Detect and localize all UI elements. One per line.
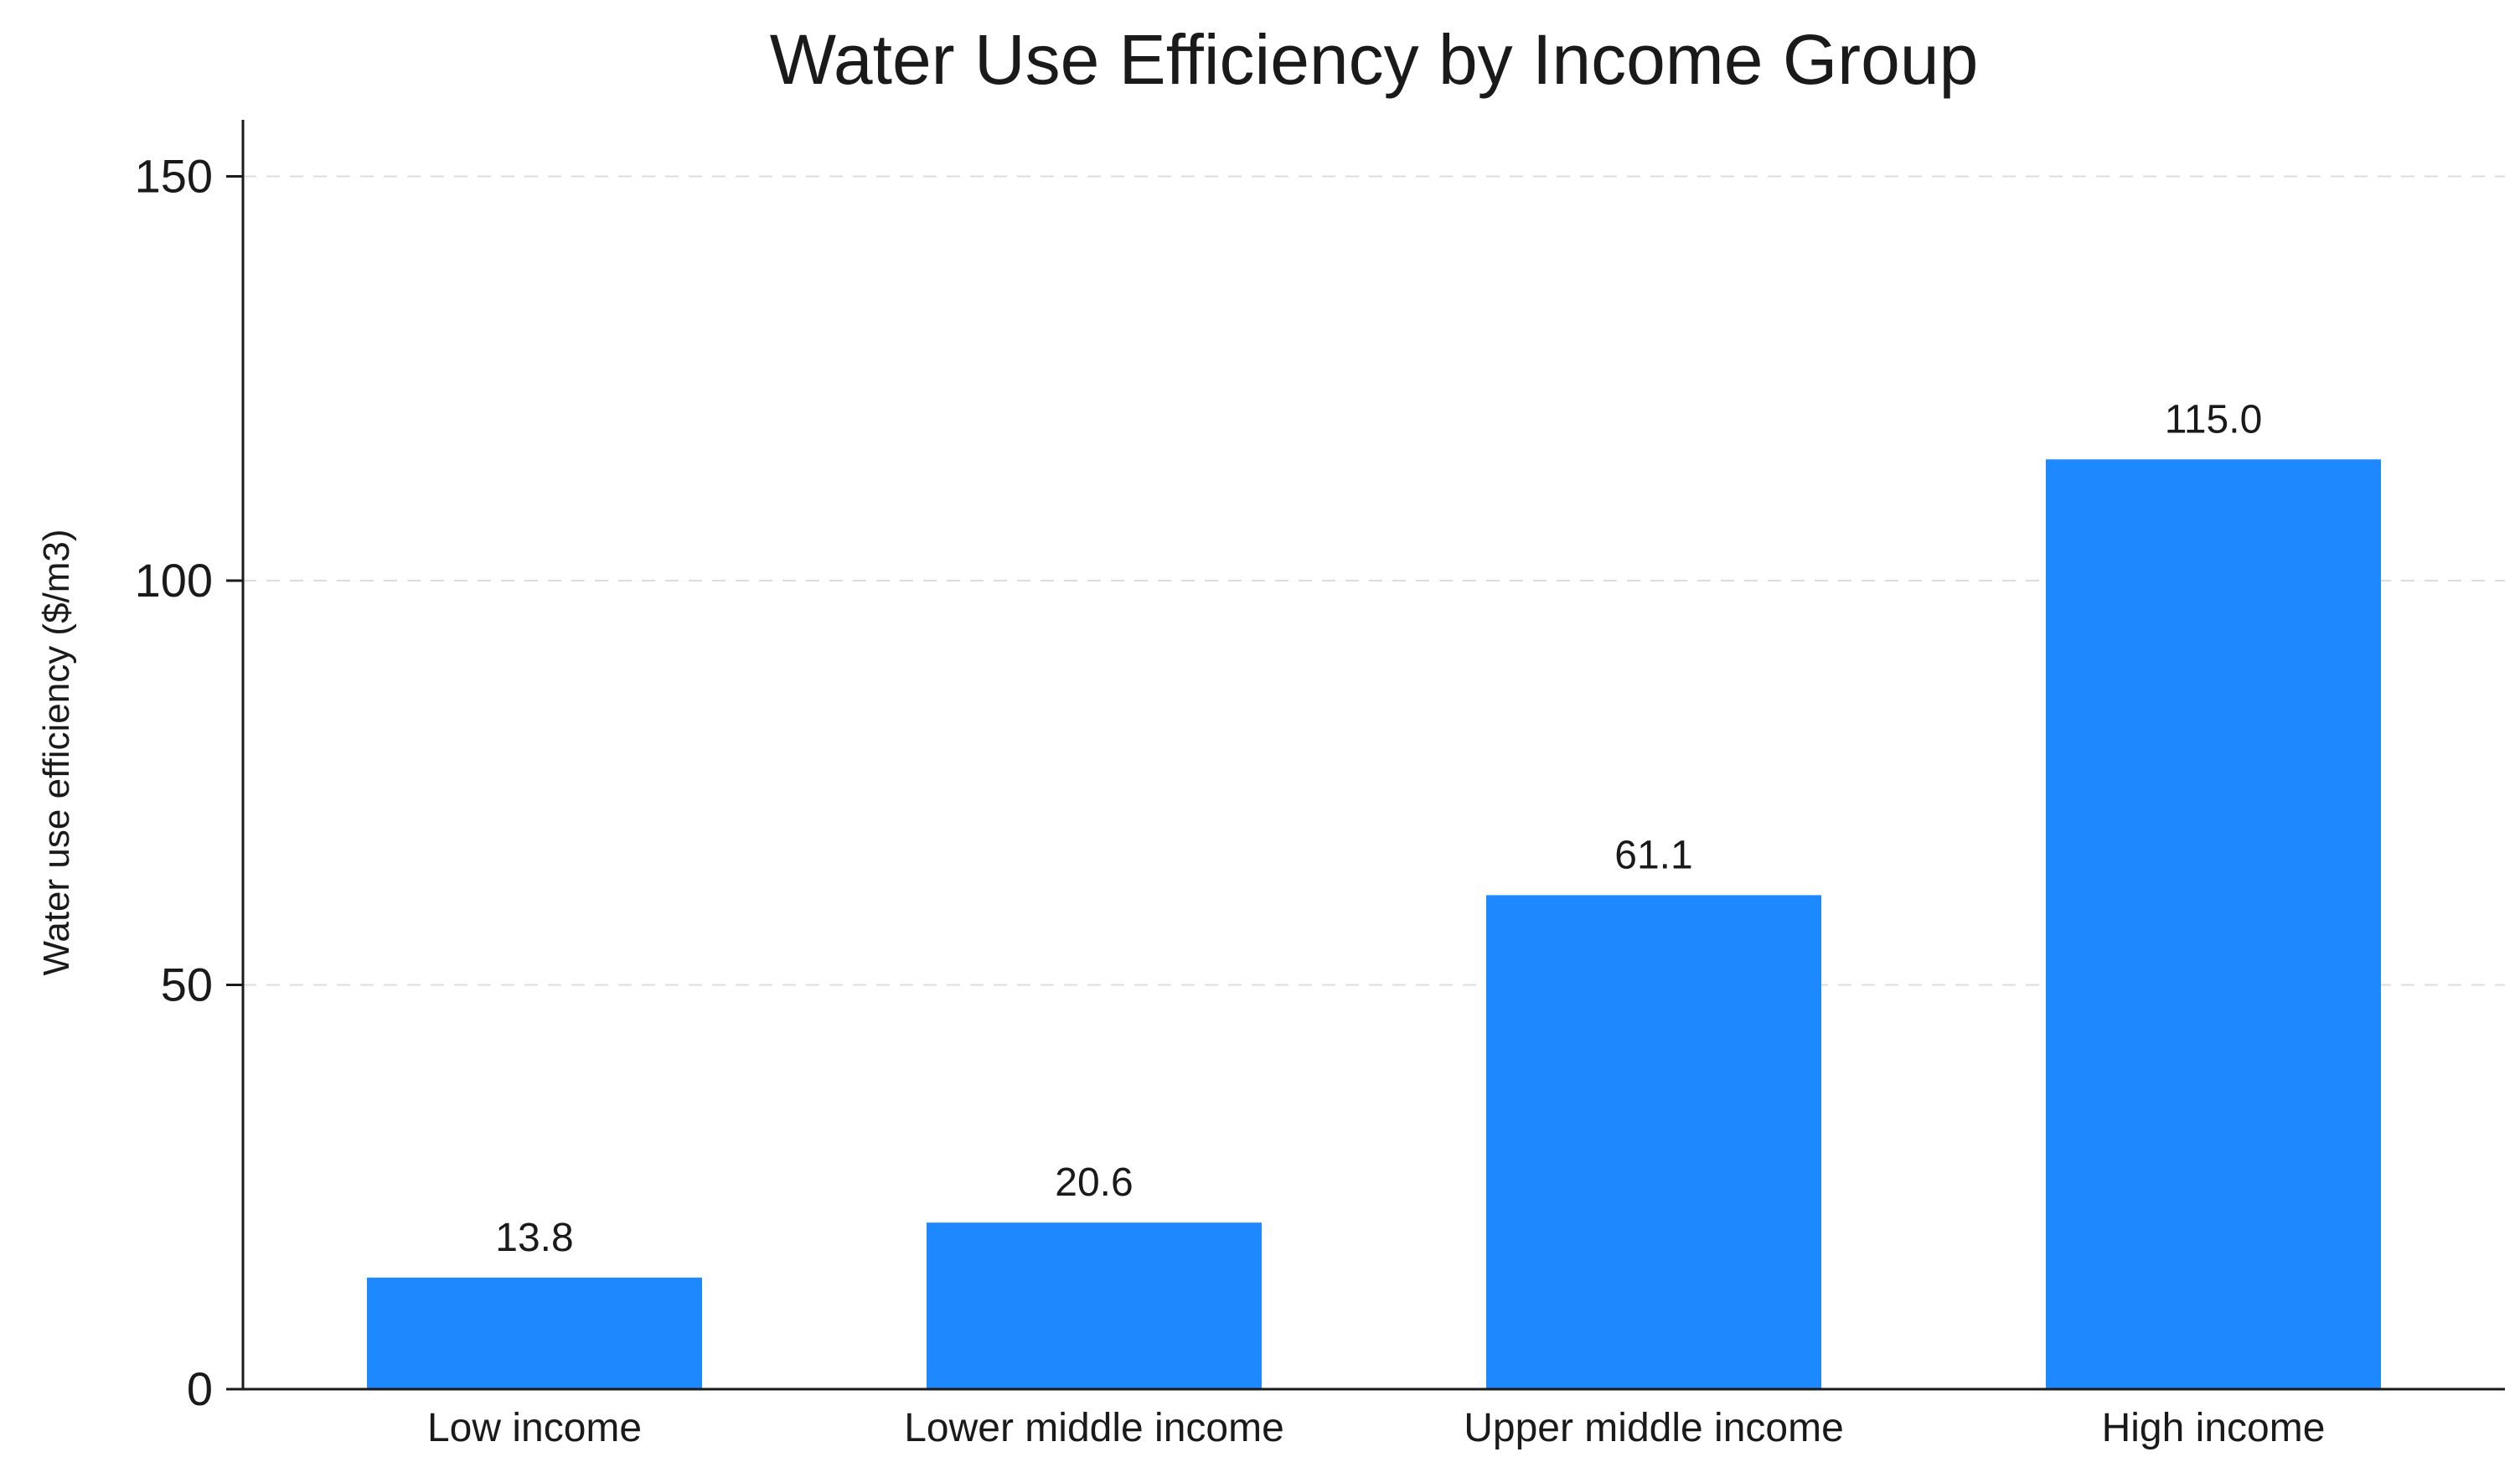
bar-value-label: 61.1 <box>1614 833 1692 877</box>
bar <box>2046 459 2381 1389</box>
bar <box>1486 895 1821 1389</box>
chart-title: Water Use Efficiency by Income Group <box>770 20 1979 99</box>
x-category-label: Upper middle income <box>1464 1406 1844 1450</box>
y-tick-label: 150 <box>135 150 213 203</box>
y-tick-label: 50 <box>161 959 213 1011</box>
y-axis-ticks: 0 50 100 150 <box>135 150 243 1415</box>
bar-value-label: 20.6 <box>1055 1160 1133 1205</box>
y-axis-title: Water use efficiency ($/m3) <box>36 529 77 975</box>
y-tick-label: 100 <box>135 554 213 607</box>
bar-layer <box>367 459 2381 1389</box>
bar-value-label: 13.8 <box>495 1216 573 1260</box>
y-tick-label: 0 <box>187 1362 213 1415</box>
x-category-label: Low income <box>427 1406 642 1450</box>
bar-value-label: 115.0 <box>2165 397 2263 442</box>
bar <box>367 1277 702 1389</box>
value-label-layer: 13.8 20.6 61.1 115.0 <box>495 397 2262 1260</box>
x-category-label: High income <box>2102 1406 2326 1450</box>
x-axis-category-labels: Low income Lower middle income Upper middl… <box>427 1406 2325 1450</box>
x-category-label: Lower middle income <box>904 1406 1284 1450</box>
bar <box>927 1222 1262 1389</box>
